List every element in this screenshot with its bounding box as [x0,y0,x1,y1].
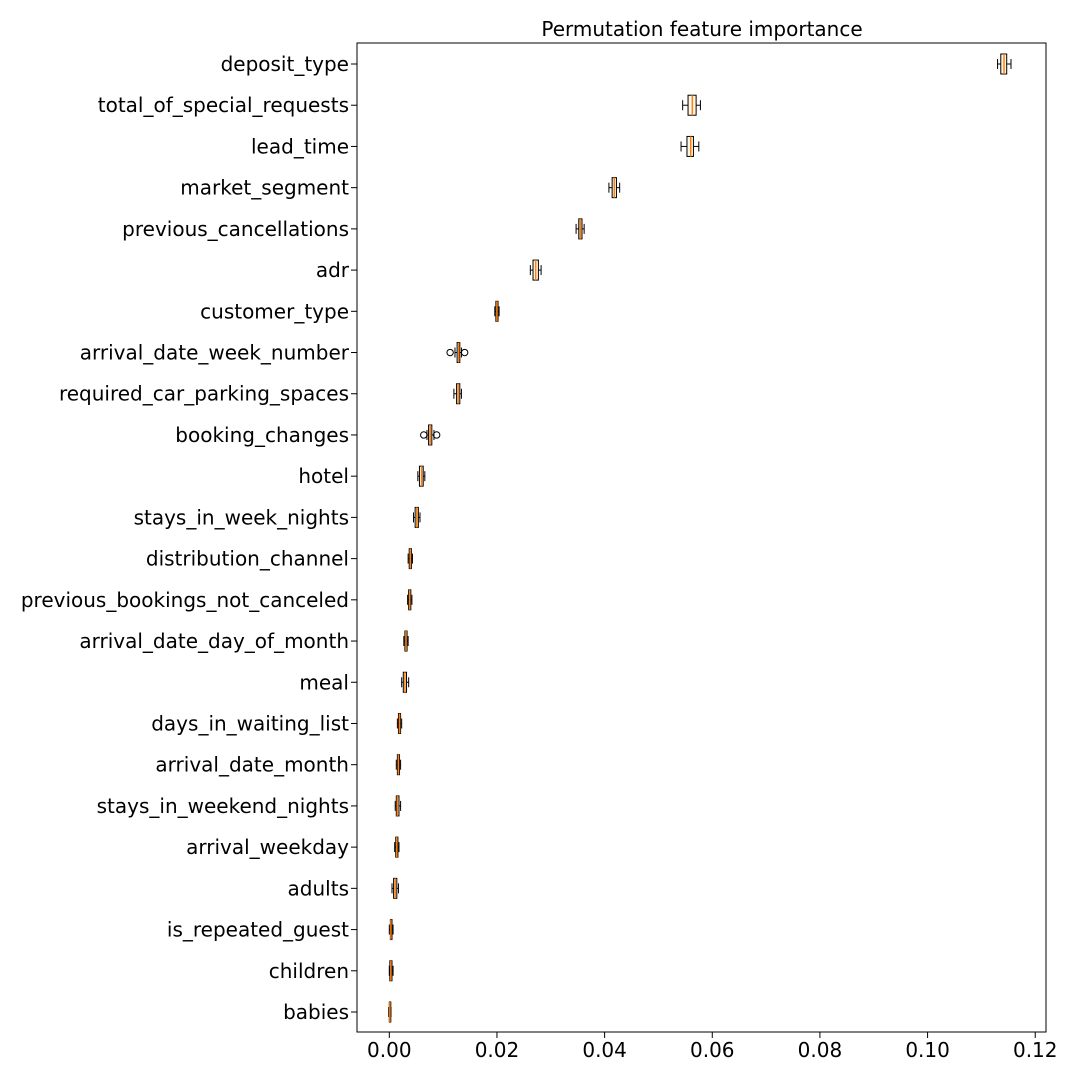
y-tick-label: previous_bookings_not_canceled [21,588,349,612]
box-market-segment [608,177,621,199]
y-tick-label: hotel [298,464,349,488]
x-tick-label: 0.02 [475,1038,520,1062]
box-previous-bookings-not-canceled [407,589,413,611]
box-days-in-waiting-list [396,712,403,734]
outlier-point [446,348,454,357]
box-babies [388,1001,392,1023]
box-meal [401,671,410,693]
box-arrival-date-day-of-month [403,630,409,652]
box-hotel [417,465,426,487]
y-tick-label: deposit_type [221,52,349,76]
box-adults [391,877,399,899]
outlier-point [420,431,428,439]
x-tick-label: 0.08 [798,1038,843,1062]
y-tick-label: arrival_date_week_number [80,341,350,365]
y-axis: deposit_type total_of_special_requestslea… [21,52,357,1024]
y-tick-label: babies [283,1000,349,1024]
x-tick-label: 0.00 [367,1038,412,1062]
x-tick-label: 0.12 [1013,1038,1058,1062]
y-tick-label: total_of_special_requests [98,93,349,117]
y-tick-label: lead_time [251,134,349,158]
box-required-car-parking-spaces [453,383,462,405]
y-tick-label: children [269,959,349,983]
outlier-point [432,431,441,439]
y-tick-label: previous_cancellations [122,217,349,241]
x-tick-label: 0.06 [690,1038,735,1062]
y-tick-label: adr [316,258,350,282]
y-tick-label: stays_in_weekend_nights [97,794,349,818]
y-tick-label: market_segment [180,176,349,200]
y-tick-label: arrival_weekday [186,835,349,859]
y-tick-label: booking_changes [175,423,349,447]
box-previous-cancellations [575,218,585,240]
boxplot-series [388,53,1012,1023]
y-tick-label: arrival_date_month [155,753,349,777]
box-arrival-date-month [395,754,402,776]
box-is-repeated-guest [388,919,394,941]
box-children [388,960,394,982]
box-adr [529,259,542,281]
box-deposit-type [997,53,1012,75]
y-tick-label: adults [288,876,349,900]
box-stays-in-weekend-nights [394,795,402,817]
box-arrival-date-week-number [446,342,469,364]
outlier-point [460,348,469,357]
plot-frame [356,42,1047,1033]
box-stays-in-week-nights [413,506,421,528]
y-tick-label: meal [299,670,349,694]
box-booking-changes [420,424,441,446]
box-total-of-special-requests [682,94,701,116]
box-arrival-weekday [394,836,400,858]
y-tick-label: stays_in_week_nights [134,505,349,529]
x-tick-label: 0.10 [905,1038,950,1062]
y-tick-label: customer_type [200,299,349,323]
box-lead-time [680,135,700,157]
box-distribution-channel [407,548,413,570]
y-tick-label: arrival_date_day_of_month [79,629,349,653]
y-tick-label: distribution_channel [146,547,349,571]
box-customer-type [494,300,500,322]
y-tick-label: is_repeated_guest [167,918,349,942]
y-tick-label: days_in_waiting_list [151,711,349,735]
y-tick-label: required_car_parking_spaces [59,382,349,406]
chart-title: Permutation feature importance [541,17,862,41]
x-tick-label: 0.04 [582,1038,627,1062]
x-axis: 0.00 0.02 0.04 0.06 0.08 0.10 0.12 [367,1032,1058,1062]
